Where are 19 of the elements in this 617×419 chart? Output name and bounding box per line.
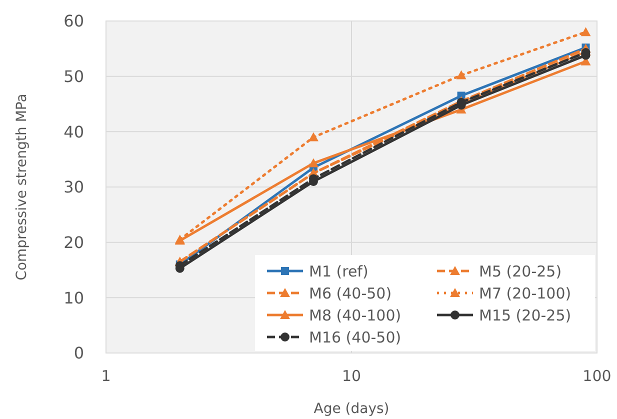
y-tick-label: 50 <box>64 66 84 86</box>
legend-label: M5 (20-25) <box>479 262 562 280</box>
legend-label: M15 (20-25) <box>479 306 572 324</box>
legend-label: M8 (40-100) <box>309 306 402 324</box>
legend-label: M6 (40-50) <box>309 284 392 302</box>
y-tick-label: 40 <box>64 122 84 142</box>
legend-label: M7 (20-100) <box>479 284 572 302</box>
y-tick-label: 10 <box>64 288 84 308</box>
legend-label: M1 (ref) <box>309 262 368 280</box>
x-tick-label: 1 <box>101 367 111 385</box>
x-tick-label: 100 <box>582 367 612 385</box>
y-tick-label: 60 <box>64 12 84 31</box>
legend-label: M16 (40-50) <box>309 328 402 346</box>
x-axis-title: Age (days) <box>314 401 390 417</box>
y-tick-label: 30 <box>64 178 84 197</box>
y-tick-label: 20 <box>64 232 84 252</box>
y-axis-title: Compressive strength MPa <box>14 94 30 280</box>
y-tick-label: 0 <box>74 344 84 363</box>
x-tick-label: 10 <box>342 367 362 385</box>
